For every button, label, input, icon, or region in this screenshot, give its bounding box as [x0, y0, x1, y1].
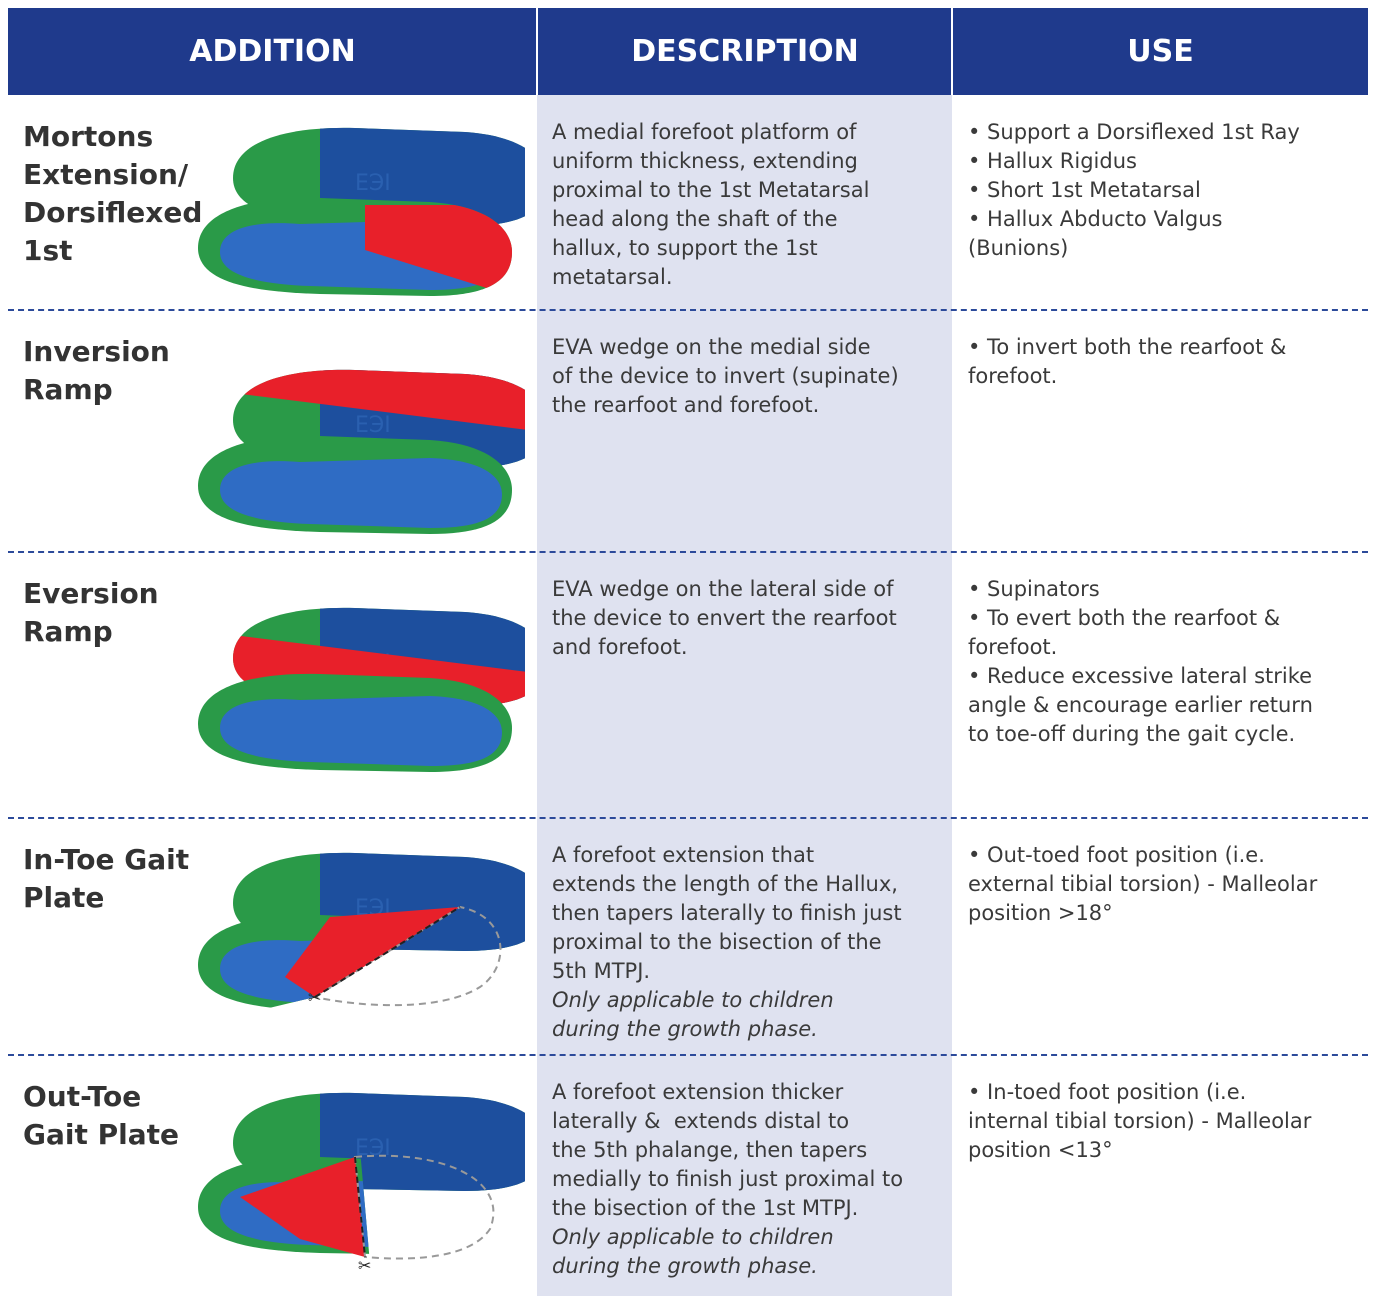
addition-line: Mortons [23, 120, 154, 153]
description-line: A forefoot extension thicker [552, 1080, 844, 1104]
description: A medial forefoot platform of uniform thi… [552, 118, 869, 292]
description: A forefoot extension that extends the len… [552, 841, 902, 1044]
insole-image: ✂ [185, 845, 525, 1045]
addition-line: 1st [23, 234, 73, 267]
note-line: Only applicable to children [552, 988, 834, 1012]
description-line: the device to envert the rearfoot [552, 606, 897, 630]
addition-line: In-Toe Gait [23, 843, 190, 876]
description: EVA wedge on the medial side of the devic… [552, 333, 899, 420]
use-line: • To invert both the rearfoot & [968, 335, 1287, 359]
insole-image [185, 120, 525, 310]
svg-text:✂: ✂ [308, 988, 321, 1007]
addition-line: Gait Plate [23, 1118, 179, 1151]
use: • Out-toed foot position (i.e. external t… [968, 841, 1317, 928]
use-line: • Reduce excessive lateral strike [968, 664, 1313, 688]
note-line: during the growth phase. [552, 1017, 818, 1041]
use-line: (Bunions) [968, 236, 1069, 260]
use-line: • Supinators [968, 577, 1100, 601]
use-line: position <13° [968, 1138, 1113, 1162]
addition-name: Eversion Ramp [23, 575, 159, 651]
description-line: proximal to the 1st Metatarsal [552, 178, 870, 202]
row-divider [8, 551, 1368, 553]
description-line: head along the shaft of the [552, 207, 838, 231]
description-line: medially to finish just proximal to [552, 1167, 904, 1191]
addition-line: Eversion [23, 577, 159, 610]
use: • In-toed foot position (i.e. internal ti… [968, 1078, 1311, 1165]
header-separator [536, 8, 538, 95]
addition-line: Inversion [23, 335, 170, 368]
use-line: • Support a Dorsiflexed 1st Ray [968, 120, 1300, 144]
description-line: the 5th phalange, then tapers [552, 1138, 868, 1162]
header-cell: USE [1127, 34, 1194, 69]
description-line: A forefoot extension that [552, 843, 815, 867]
description-line: metatarsal. [552, 265, 673, 289]
addition-name: In-Toe Gait Plate [23, 841, 189, 917]
use-line: • Out-toed foot position (i.e. [968, 843, 1265, 867]
description-line: and forefoot. [552, 635, 688, 659]
addition-name: Out-Toe Gait Plate [23, 1078, 179, 1154]
use-line: forefoot. [968, 635, 1058, 659]
header-separator [951, 8, 953, 95]
description-line: laterally & extends distal to [552, 1109, 850, 1133]
use: • Support a Dorsiflexed 1st Ray • Hallux … [968, 118, 1300, 263]
description: EVA wedge on the lateral side of the devi… [552, 575, 897, 662]
description-line: then tapers laterally to finish just [552, 901, 902, 925]
note-line: during the growth phase. [552, 1254, 818, 1278]
row-divider [8, 309, 1368, 311]
use-line: to toe-off during the gait cycle. [968, 722, 1296, 746]
description-line: extends the length of the Hallux, [552, 872, 898, 896]
addition-line: Plate [23, 881, 105, 914]
description-line: the bisection of the 1st MTPJ. [552, 1196, 859, 1220]
use-line: external tibial torsion) - Malleolar [968, 872, 1318, 896]
header-cell: DESCRIPTION [631, 34, 859, 69]
description-line: hallux, to support the 1st [552, 236, 818, 260]
svg-text:✂: ✂ [358, 1256, 371, 1275]
addition-line: Ramp [23, 615, 113, 648]
insole-image: ✂ [185, 1085, 525, 1275]
description-line: EVA wedge on the lateral side of [552, 577, 894, 601]
use-line: • Short 1st Metatarsal [968, 178, 1201, 202]
use-line: position >18° [968, 901, 1113, 925]
use-line: internal tibial torsion) - Malleolar [968, 1109, 1312, 1133]
description-line: uniform thickness, extending [552, 149, 858, 173]
description-line: A medial forefoot platform of [552, 120, 857, 144]
description-line: of the device to invert (supinate) [552, 364, 899, 388]
description-line: 5th MTPJ. [552, 959, 651, 983]
addition-name: Mortons Extension/Dorsiflexed 1st [23, 118, 202, 270]
use-line: forefoot. [968, 364, 1058, 388]
use: • To invert both the rearfoot & forefoot. [968, 333, 1286, 391]
description-line: the rearfoot and forefoot. [552, 393, 820, 417]
note-line: Only applicable to children [552, 1225, 834, 1249]
addition-line: Dorsiflexed [23, 196, 203, 229]
use-line: angle & encourage earlier return [968, 693, 1313, 717]
use-line: • Hallux Rigidus [968, 149, 1137, 173]
header-cell: ADDITION [189, 34, 356, 69]
row-divider [8, 1054, 1368, 1056]
addition-line: Ramp [23, 373, 113, 406]
description-line: proximal to the bisection of the [552, 930, 882, 954]
description-line: EVA wedge on the medial side [552, 335, 871, 359]
row-divider [8, 817, 1368, 819]
addition-name: Inversion Ramp [23, 333, 170, 409]
description: A forefoot extension thicker laterally & … [552, 1078, 903, 1281]
use: • Supinators • To evert both the rearfoot… [968, 575, 1313, 749]
insole-image [185, 362, 525, 552]
insole-image [185, 600, 525, 790]
use-line: • In-toed foot position (i.e. [968, 1080, 1247, 1104]
use-line: • To evert both the rearfoot & [968, 606, 1281, 630]
description-column [537, 95, 952, 1296]
header: ADDITION DESCRIPTION USE [8, 8, 1368, 95]
addition-line: Extension/ [23, 158, 189, 191]
addition-line: Out-Toe [23, 1080, 142, 1113]
use-line: • Hallux Abducto Valgus [968, 207, 1223, 231]
